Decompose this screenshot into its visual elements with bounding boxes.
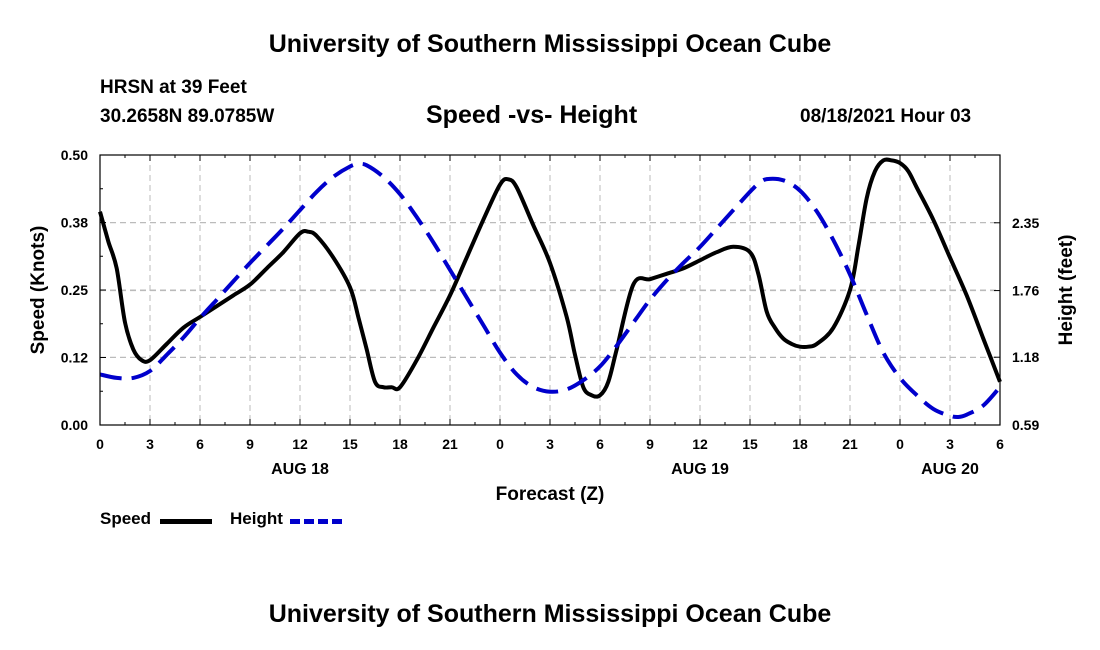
chart-title: Speed -vs- Height — [426, 101, 638, 129]
x-tick-label: 12 — [292, 436, 308, 452]
series-line-speed — [98, 157, 1002, 399]
x-tick-label: 6 — [196, 436, 204, 452]
y2-axis-title: Height (feet) — [1056, 235, 1077, 346]
legend-speed-swatch — [160, 519, 212, 524]
series-layer — [98, 157, 1002, 420]
x-tick-label: 18 — [392, 436, 408, 452]
y-tick-label: 0.38 — [61, 215, 88, 231]
x-tick-label: 15 — [342, 436, 358, 452]
legend-height-label: Height — [230, 509, 283, 528]
x-tick-label: 9 — [646, 436, 654, 452]
x-tick-label: 3 — [946, 436, 954, 452]
y2-tick-label: 2.35 — [1012, 215, 1039, 231]
x-tick-label: 6 — [596, 436, 604, 452]
x-tick-label: 0 — [496, 436, 504, 452]
y-axis-title: Speed (Knots) — [28, 226, 49, 355]
series-line-height — [99, 161, 1002, 420]
footer-title: University of Southern Mississippi Ocean… — [268, 600, 832, 628]
x-tick-label: 18 — [792, 436, 808, 452]
y-tick-label: 0.50 — [61, 147, 88, 163]
x-tick-label: 21 — [842, 436, 858, 452]
station-coordinates: 30.2658N 89.0785W — [100, 106, 275, 127]
date-label: AUG 18 — [271, 461, 329, 478]
grid — [100, 155, 1000, 425]
forecast-datetime: 08/18/2021 Hour 03 — [800, 106, 972, 127]
legend-speed-label: Speed — [100, 509, 152, 528]
x-tick-label: 15 — [742, 436, 758, 452]
date-label: AUG 20 — [921, 461, 979, 478]
x-tick-label: 0 — [896, 436, 904, 452]
x-tick-label: 0 — [96, 436, 104, 452]
x-tick-label: 21 — [442, 436, 458, 452]
y2-tick-label: 0.59 — [1012, 417, 1039, 433]
y-tick-label: 0.25 — [61, 282, 88, 298]
date-label: AUG 19 — [671, 461, 729, 478]
x-tick-label: 3 — [546, 436, 554, 452]
x-tick-label: 3 — [146, 436, 154, 452]
main-title: University of Southern Mississippi Ocean… — [268, 30, 832, 58]
x-tick-label: 9 — [246, 436, 254, 452]
axes: 0 3 6 9 12 15 18 21 0 3 6 9 12 15 18 21 0 3 6 AUG 18 AUG 19 A… — [61, 147, 1040, 478]
x-axis-title: Forecast (Z) — [496, 484, 605, 505]
legend-height-swatch — [290, 519, 342, 524]
y-tick-label: 0.00 — [61, 417, 88, 433]
station-label: HRSN at 39 Feet — [100, 77, 247, 98]
y2-tick-label: 1.18 — [1012, 349, 1039, 365]
x-tick-label: 12 — [692, 436, 708, 452]
y-tick-label: 0.12 — [61, 350, 88, 366]
y2-tick-label: 1.76 — [1012, 283, 1039, 299]
x-tick-label: 6 — [996, 436, 1004, 452]
